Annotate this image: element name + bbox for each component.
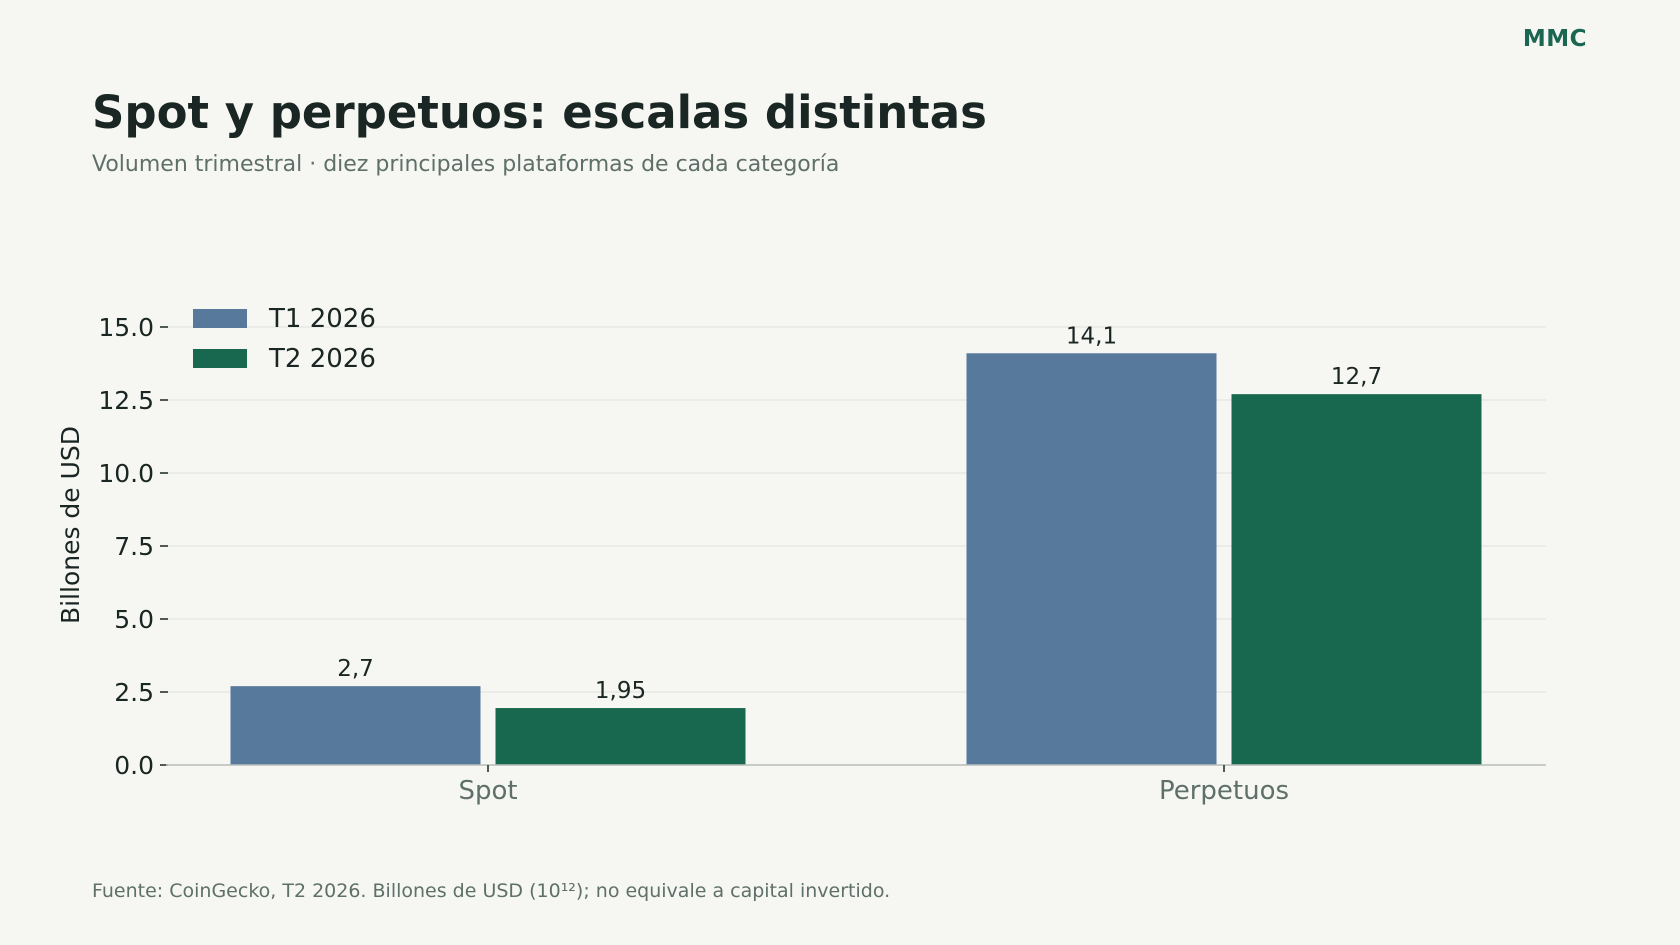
axes: 0.0 2.5 5.0 7.5 10.0 12.5 15.0 Spot Perpetuos [98, 313, 1546, 806]
x-category-label: Spot [458, 776, 517, 806]
brand-logo: MMC [1522, 26, 1587, 52]
bar-perpetuos-1 [966, 353, 1217, 765]
data-label: 2,7 [337, 656, 374, 682]
bars [230, 353, 1482, 765]
x-category-label: Perpetuos [1159, 776, 1289, 806]
y-axis-title: Billones de USD [56, 426, 85, 624]
bar-perpetuos-2 [1231, 394, 1482, 765]
y-tick-label: 5.0 [114, 605, 154, 634]
legend-label: T2 2026 [268, 344, 376, 374]
y-tick-label: 10.0 [98, 459, 154, 488]
data-labels: 2,7 1,95 14,1 12,7 [337, 323, 1382, 704]
chart-subtitle: Volumen trimestral · diez principales pl… [92, 152, 840, 177]
data-label: 1,95 [595, 678, 646, 704]
legend-label: T1 2026 [268, 304, 376, 334]
y-tick-label: 2.5 [114, 678, 154, 707]
legend-swatch [193, 349, 247, 368]
bar-spot-2 [495, 708, 746, 765]
y-tick-label: 0.0 [114, 751, 154, 780]
y-tick-label: 12.5 [98, 386, 154, 415]
y-tick-label: 7.5 [114, 532, 154, 561]
data-label: 14,1 [1066, 323, 1117, 349]
chart-title: Spot y perpetuos: escalas distintas [92, 86, 987, 139]
bar-spot-1 [230, 686, 481, 765]
footnote: Fuente: CoinGecko, T2 2026. Billones de … [92, 880, 891, 902]
legend-swatch [193, 309, 247, 328]
legend: T1 2026 T2 2026 [193, 304, 376, 374]
y-tick-label: 15.0 [98, 313, 154, 342]
data-label: 12,7 [1331, 364, 1382, 390]
